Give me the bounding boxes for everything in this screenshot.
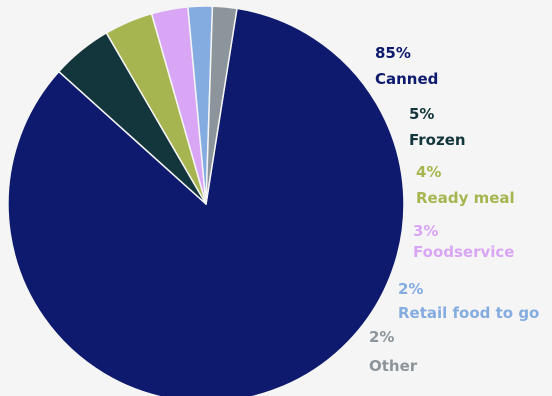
pie-slices <box>7 5 405 396</box>
slice-value-frozen: 5% <box>409 105 434 123</box>
pie-slice-canned <box>7 7 405 396</box>
slice-label-other: Other <box>369 357 418 375</box>
slice-label-retail-food-to-go: Retail food to go <box>398 304 539 322</box>
slice-value-retail-food-to-go: 2% <box>398 280 423 298</box>
pie-slice-other <box>205 5 238 205</box>
slice-value-ready-meal: 4% <box>416 163 441 181</box>
pie-labels: 85% Canned 5% Frozen 4% Ready meal 3% Foodservi… <box>369 44 539 375</box>
slice-label-foodservice: Foodservice <box>413 243 514 261</box>
slice-value-other: 2% <box>369 328 394 346</box>
slice-label-ready-meal: Ready meal <box>416 189 515 207</box>
slice-label-frozen: Frozen <box>409 131 466 149</box>
slice-value-canned: 85% <box>375 44 411 62</box>
slice-label-canned: Canned <box>375 70 438 88</box>
slice-value-foodservice: 3% <box>413 222 438 240</box>
